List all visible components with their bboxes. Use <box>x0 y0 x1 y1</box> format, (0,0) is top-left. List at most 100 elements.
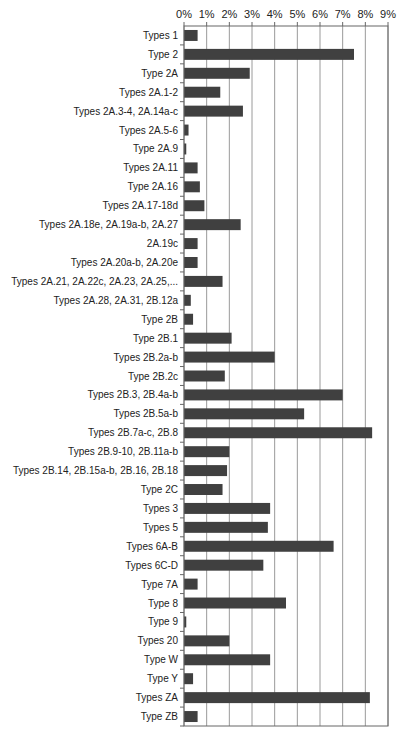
category-label: Type 2B <box>141 314 178 325</box>
category-tick <box>180 442 184 443</box>
bar <box>184 181 200 192</box>
category-tick <box>180 120 184 121</box>
category-label: Type 8 <box>148 598 178 609</box>
grid-line <box>320 26 321 726</box>
tick-label: 3% <box>244 8 260 20</box>
category-label: Type 2B.2c <box>128 371 178 382</box>
category-label: Type 2A <box>141 68 178 79</box>
category-label: Type 2C <box>141 484 178 495</box>
category-tick <box>180 271 184 272</box>
tick-label: 0% <box>176 8 192 20</box>
tick-label: 7% <box>335 8 351 20</box>
category-label: Types 5 <box>143 522 178 533</box>
category-label: Type Y <box>147 673 178 684</box>
category-label: Type W <box>144 654 178 665</box>
bar <box>184 427 372 438</box>
category-label: Types 2A.1-2 <box>119 87 178 98</box>
category-tick <box>180 177 184 178</box>
category-label: Types 2B.14, 2B.15a-b, 2B.16, 2B.18 <box>13 465 179 476</box>
tick-mark <box>206 22 207 26</box>
category-label: Types 2A.5-6 <box>119 125 178 136</box>
bar <box>184 87 220 98</box>
bar <box>184 692 370 703</box>
bars <box>184 30 372 722</box>
tick-mark <box>274 22 275 26</box>
tick-mark <box>365 22 366 26</box>
bar <box>184 408 304 419</box>
category-label: Type ZB <box>141 711 179 722</box>
category-tick <box>180 688 184 689</box>
bar <box>184 352 275 363</box>
plot-frame <box>184 26 388 726</box>
category-tick <box>180 44 184 45</box>
category-tick <box>180 366 184 367</box>
bar <box>184 125 189 136</box>
grid-line <box>274 26 275 726</box>
category-label: Types 2B.7a-c, 2B.8 <box>88 427 178 438</box>
bar <box>184 30 198 41</box>
category-label: Types 3 <box>143 503 178 514</box>
category-label: Types 6C-D <box>125 560 178 571</box>
bar <box>184 389 343 400</box>
bar <box>184 560 263 571</box>
bar <box>184 162 198 173</box>
bar <box>184 333 232 344</box>
category-label: Types 2A.18e, 2A.19a-b, 2A.27 <box>39 219 178 230</box>
category-tick <box>180 234 184 235</box>
grid-line <box>365 26 366 726</box>
category-tick <box>180 139 184 140</box>
bar <box>184 484 223 495</box>
bar <box>184 711 198 722</box>
category-tick <box>180 215 184 216</box>
category-tick <box>180 536 184 537</box>
grid-line <box>342 26 343 726</box>
category-label: Types 1 <box>143 30 178 41</box>
tick-mark <box>388 22 389 26</box>
bar <box>184 238 198 249</box>
tick-label: 9% <box>380 8 396 20</box>
tick-mark <box>184 22 185 26</box>
category-label: Type 2B.1 <box>133 333 178 344</box>
category-label: Types 2B.9-10, 2B.11a-b <box>68 446 178 457</box>
category-label: Types 2A.3-4, 2A.14a-c <box>73 106 178 117</box>
category-tick <box>180 726 184 727</box>
bar <box>184 635 229 646</box>
category-label: Types ZA <box>136 692 179 703</box>
grid-line <box>229 26 230 726</box>
bar <box>184 371 225 382</box>
category-tick <box>180 423 184 424</box>
tick-label: 1% <box>199 8 215 20</box>
bar <box>184 579 198 590</box>
grid-line <box>252 26 253 726</box>
bar <box>184 295 191 306</box>
bar <box>184 598 286 609</box>
category-tick <box>180 555 184 556</box>
category-tick <box>180 461 184 462</box>
category-tick <box>180 101 184 102</box>
category-label: Types 2A.21, 2A.22c, 2A.23, 2A.25,... <box>11 276 178 287</box>
tick-label: 2% <box>221 8 237 20</box>
category-label: Type 7A <box>141 579 178 590</box>
bar <box>184 673 193 684</box>
category-tick <box>180 82 184 83</box>
category-label: 2A.19c <box>147 238 178 249</box>
tick-mark <box>320 22 321 26</box>
category-tick <box>180 593 184 594</box>
category-tick <box>180 63 184 64</box>
grid-line <box>297 26 298 726</box>
category-tick <box>180 385 184 386</box>
tick-mark <box>229 22 230 26</box>
tick-mark <box>297 22 298 26</box>
category-label: Types 20 <box>137 635 178 646</box>
bar <box>184 257 198 268</box>
bar <box>184 219 241 230</box>
tick-label: 8% <box>357 8 373 20</box>
bar <box>184 106 243 117</box>
tick-mark <box>342 22 343 26</box>
category-tick <box>180 404 184 405</box>
category-tick <box>180 158 184 159</box>
category-label: Types 2A.17-18d <box>102 200 178 211</box>
category-tick <box>180 253 184 254</box>
category-tick <box>180 517 184 518</box>
category-tick <box>180 574 184 575</box>
